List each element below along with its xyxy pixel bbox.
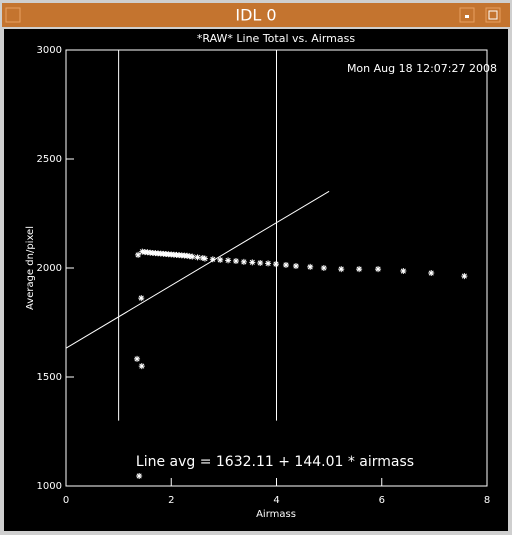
fit-annotation: Line avg = 1632.11 + 144.01 * airmass [136, 454, 414, 470]
data-point [265, 260, 272, 267]
data-point [232, 258, 239, 265]
data-point [136, 472, 143, 479]
data-point [134, 355, 141, 362]
maximize-icon [488, 10, 498, 20]
y-tick-label: 3000 [37, 45, 62, 56]
x-tick-label: 0 [63, 495, 69, 506]
data-point [338, 266, 345, 273]
data-point [272, 261, 279, 268]
y-axis-label: Average dn/pixel [25, 226, 36, 310]
chart-title: *RAW* Line Total vs. Airmass [197, 32, 355, 45]
data-point [194, 254, 201, 261]
data-point [135, 251, 142, 258]
minimize-icon [465, 15, 469, 18]
timestamp: Mon Aug 18 12:07:27 2008 [347, 62, 497, 75]
menu-button[interactable] [5, 7, 21, 23]
data-point [249, 259, 256, 266]
data-point [201, 255, 208, 262]
title-bar [2, 3, 510, 27]
data-point [461, 273, 468, 280]
window-title: IDL 0 [235, 6, 276, 25]
data-point [375, 266, 382, 273]
data-point [292, 263, 299, 270]
data-point [307, 263, 314, 270]
data-point [428, 270, 435, 277]
plot-canvas [4, 29, 508, 531]
data-point [356, 266, 363, 273]
x-tick-label: 6 [379, 495, 385, 506]
y-tick-label: 2500 [37, 154, 62, 165]
data-point [240, 258, 247, 265]
data-point [138, 363, 145, 370]
y-tick-label: 1500 [37, 372, 62, 383]
data-point [225, 257, 232, 264]
y-tick-label: 2000 [37, 263, 62, 274]
data-point [320, 265, 327, 271]
maximize-button[interactable] [485, 7, 501, 23]
data-point [138, 295, 145, 302]
x-tick-label: 8 [484, 495, 490, 506]
data-point [209, 256, 216, 263]
x-tick-label: 4 [273, 495, 279, 506]
data-point [189, 253, 196, 260]
data-point [199, 254, 206, 261]
fit-line [65, 190, 330, 349]
data-point [282, 261, 289, 268]
data-point [257, 259, 264, 266]
data-point [217, 256, 224, 263]
x-axis-label: Airmass [256, 509, 296, 520]
data-point [400, 268, 407, 275]
y-tick-label: 1000 [37, 481, 62, 492]
x-tick-label: 2 [168, 495, 174, 506]
